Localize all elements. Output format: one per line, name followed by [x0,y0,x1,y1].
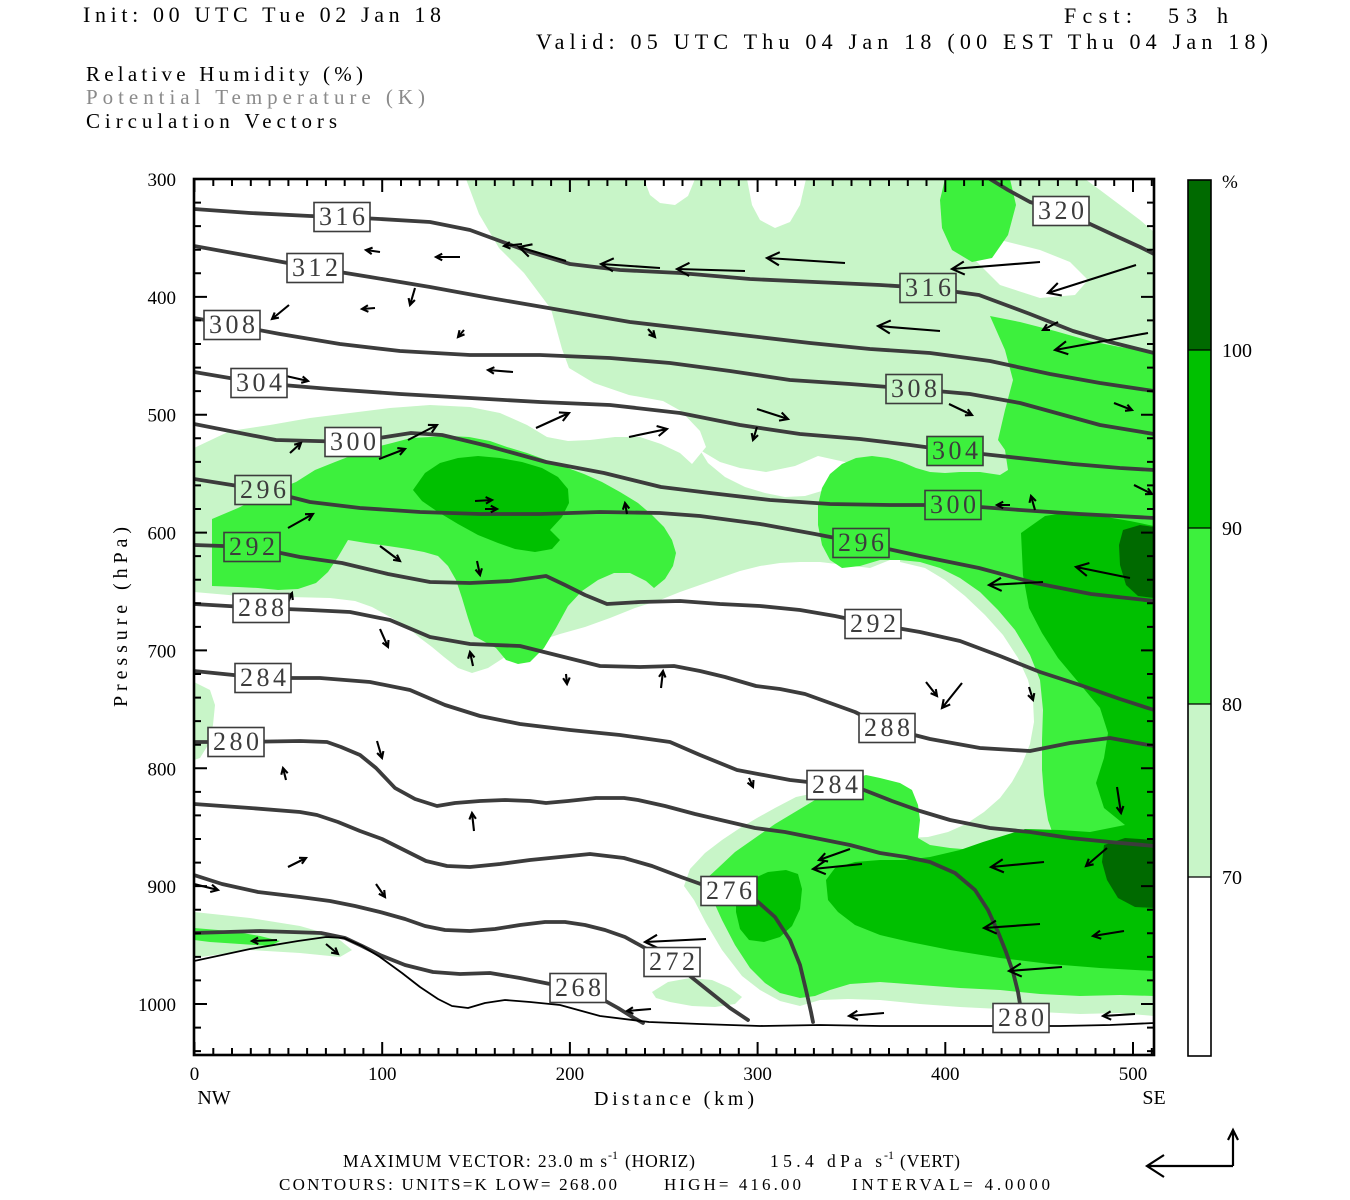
svg-text:400: 400 [931,1064,960,1085]
svg-text:276: 276 [706,876,752,905]
svg-text:NW: NW [197,1087,230,1109]
svg-text:296: 296 [240,475,286,504]
svg-text:CONTOURS: UNITS=K LOW= 268.: CONTOURS: UNITS=K LOW= 268.00 [279,1175,617,1194]
svg-text:316: 316 [905,273,951,302]
svg-text:900: 900 [148,877,177,898]
svg-text:800: 800 [148,759,177,780]
svg-text:500: 500 [148,406,177,427]
svg-text:100: 100 [1222,340,1252,362]
svg-text:284: 284 [812,770,858,799]
svg-text:300: 300 [148,170,177,191]
svg-text:600: 600 [148,524,177,545]
svg-text:400: 400 [148,288,177,309]
svg-text:272: 272 [649,947,695,976]
svg-text:90: 90 [1222,518,1242,540]
svg-text:(VERT): (VERT) [900,1151,960,1171]
svg-text:268: 268 [555,973,601,1002]
svg-text:700: 700 [148,641,177,662]
svg-text:284: 284 [240,663,286,692]
svg-text:304: 304 [932,436,978,465]
svg-text:Potential Temperature (K): Potential Temperature (K) [86,85,425,109]
svg-text:(HORIZ): (HORIZ) [625,1151,695,1171]
svg-text:Distance (km): Distance (km) [594,1088,754,1110]
svg-text:292: 292 [229,532,275,561]
svg-text:304: 304 [236,368,282,397]
svg-text:1000: 1000 [138,995,176,1016]
svg-text:288: 288 [864,713,910,742]
svg-text:Init: 00 UTC Tue 02 Jan 18: Init: 00 UTC Tue 02 Jan 18 [83,2,441,27]
svg-text:-1: -1 [884,1148,894,1162]
svg-text:296: 296 [838,528,884,557]
svg-text:INTERVAL= 4.0000: INTERVAL= 4.0000 [852,1175,1050,1194]
svg-text:15.4 dPa s: 15.4 dPa s [770,1151,882,1171]
svg-text:HIGH= 416.00: HIGH= 416.00 [664,1175,801,1194]
svg-text:80: 80 [1222,694,1242,716]
svg-text:70: 70 [1222,867,1242,889]
svg-text:312: 312 [292,253,338,282]
svg-text:MAXIMUM VECTOR: 23.0 m s: MAXIMUM VECTOR: 23.0 m s [343,1151,607,1171]
svg-text:-1: -1 [608,1148,618,1162]
svg-text:316: 316 [319,202,365,231]
svg-text:308: 308 [209,310,255,339]
svg-text:300: 300 [930,490,976,519]
svg-text:200: 200 [556,1064,585,1085]
svg-text:300: 300 [743,1064,772,1085]
svg-text:320: 320 [1038,196,1084,225]
svg-text:280: 280 [998,1003,1044,1032]
svg-text:500: 500 [1119,1064,1148,1085]
svg-text:0: 0 [190,1064,200,1085]
svg-text:300: 300 [330,427,376,456]
svg-text:100: 100 [368,1064,397,1085]
svg-text:%: % [1222,172,1238,193]
svg-text:280: 280 [213,727,259,756]
svg-text:Relative Humidity (%): Relative Humidity (%) [86,62,363,86]
svg-text:SE: SE [1142,1087,1165,1109]
svg-text:292: 292 [850,609,896,638]
svg-text:288: 288 [238,593,284,622]
svg-text:Circulation Vectors: Circulation Vectors [86,109,337,133]
svg-text:308: 308 [891,374,937,403]
